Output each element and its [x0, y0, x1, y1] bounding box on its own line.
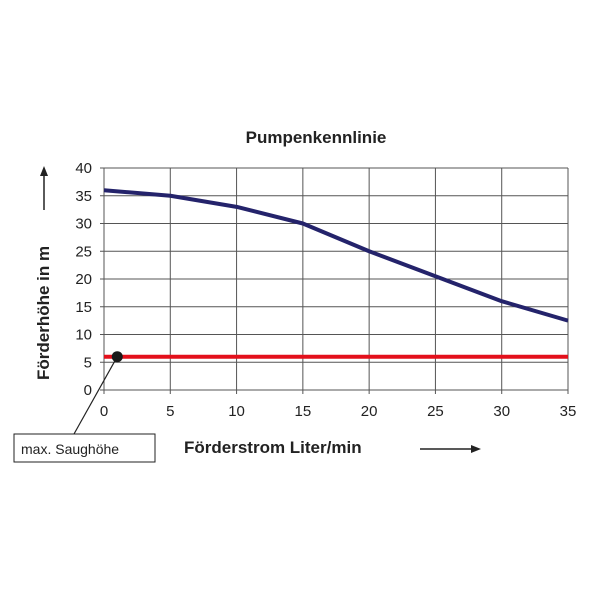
pump-curve-line — [103, 188, 569, 323]
series-group — [103, 188, 569, 359]
annotation-leader-line — [73, 356, 118, 435]
x-axis-label: Förderstrom Liter/min — [184, 438, 362, 457]
x-tick-label: 20 — [361, 403, 378, 420]
x-tick-label: 15 — [295, 403, 312, 420]
y-tick-label: 25 — [75, 243, 92, 260]
x-tick-label: 25 — [427, 403, 444, 420]
annotation-box — [13, 433, 156, 463]
grid — [100, 167, 569, 394]
y-tick-label: 5 — [84, 354, 92, 371]
x-tick-label: 30 — [493, 403, 510, 420]
x-axis-arrow-icon — [420, 445, 481, 453]
y-tick-label: 35 — [75, 188, 92, 205]
y-axis-arrow-icon — [40, 166, 48, 210]
y-tick-label: 30 — [75, 216, 92, 233]
y-tick-label: 10 — [75, 327, 92, 344]
x-tick-label: 35 — [560, 403, 577, 420]
y-tick-label: 15 — [75, 299, 92, 316]
x-tick-label: 0 — [100, 403, 108, 420]
y-axis-label: Förderhöhe in m — [34, 246, 53, 380]
annotation-marker-dot — [111, 351, 123, 363]
chart-title: Pumpenkennlinie — [246, 128, 387, 147]
annotation-max-saughoehe: max. Saughöhe — [13, 351, 156, 463]
x-tick-labels: 0 5 10 15 20 25 30 35 — [100, 403, 577, 420]
y-tick-label: 0 — [84, 382, 92, 399]
y-tick-label: 40 — [75, 160, 92, 177]
y-tick-labels: 0 5 10 15 20 25 30 35 40 — [75, 160, 92, 399]
x-tick-label: 5 — [166, 403, 174, 420]
x-tick-label: 10 — [228, 403, 245, 420]
y-tick-label: 20 — [75, 271, 92, 288]
annotation-text: max. Saughöhe — [21, 441, 119, 457]
